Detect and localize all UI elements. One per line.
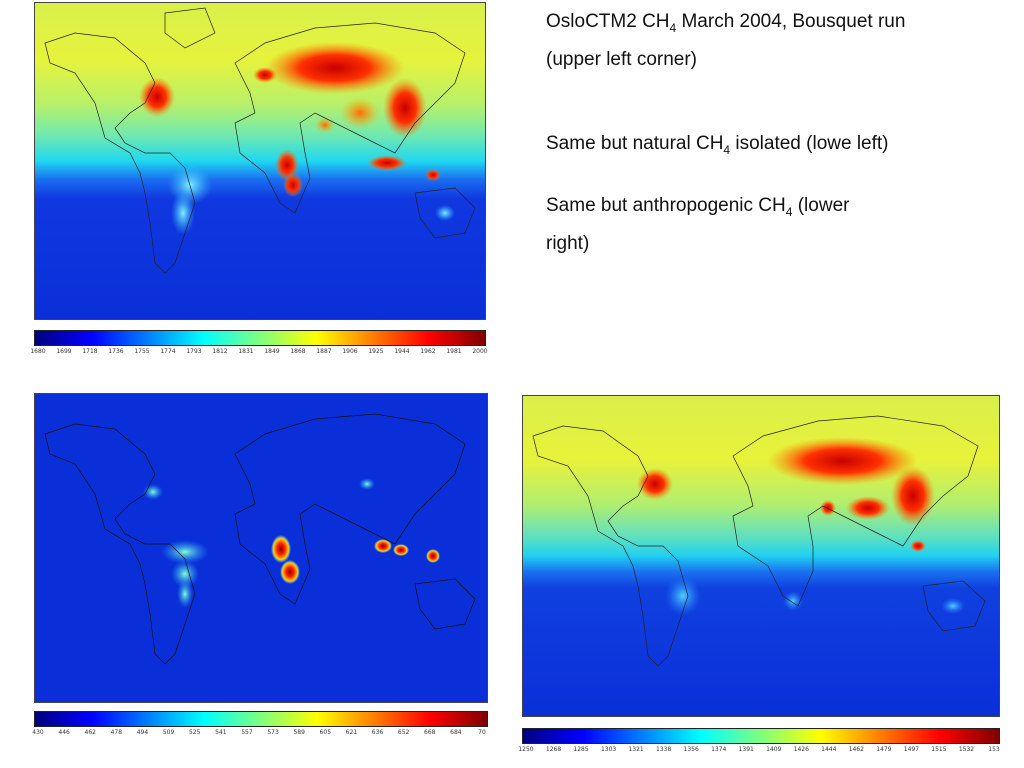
colorbar-tick-label: 557 [241,729,253,736]
colorbar-tick-label: 1285 [573,746,589,753]
map-anthropogenic-ch4 [522,395,1000,717]
colorbar-tick-label: 684 [450,729,462,736]
caption-block: OsloCTM2 CH4 March 2004, Bousquet run (u… [546,6,905,75]
colorbar-tick-label: 1321 [628,746,644,753]
colorbar-tick-label: 1391 [738,746,754,753]
colorbar-tick-label: 1736 [108,348,124,355]
colorbar-tick-label: 525 [188,729,201,736]
caption-anthropogenic: Same but anthropogenic CH4 (lower right) [546,190,849,259]
colorbar-tick-label: 573 [267,729,279,736]
colorbar-tick-label: 1479 [876,746,892,753]
colorbar-tick-label: 1868 [290,348,306,355]
caption-natural: Same but natural CH4 isolated (lowe left… [546,128,889,166]
colorbar-total-ticks: 1680 1699 1718 1736 1755 1774 1793 1812 1831 1849… [30,348,488,358]
colorbar-tick-label: 1462 [848,746,864,753]
colorbar-tick-label: 1831 [238,348,254,355]
colorbar-tick-label: 1962 [420,348,436,355]
colorbar-tick-label: 478 [110,729,123,736]
colorbar-tick-label: 1268 [545,746,562,753]
colorbar-tick-label: 494 [136,729,149,736]
colorbar-tick-label: 1699 [56,348,72,355]
colorbar-tick-label: 1374 [711,746,727,753]
colorbar-tick-label: 1515 [931,746,947,753]
colorbar-tick-label: 1497 [903,746,920,753]
colorbar-tick-label: 1925 [368,348,384,355]
colorbar-tick-label: 1680 [30,348,46,355]
colorbar-tick-label: 1849 [264,348,280,355]
colorbar-tick-label: 636 [371,729,384,736]
colorbar-tick-label: 446 [58,729,70,736]
colorbar-total [34,330,486,346]
colorbar-anthropogenic-ticks: 1250 1268 1285 1303 1321 1338 1356 1374 1391 1409… [518,746,1000,756]
colorbar-tick-label: 621 [345,729,358,736]
colorbar-tick-label: 1774 [160,348,176,355]
colorbar-tick-label: 1812 [212,348,228,355]
caption-line-2: (upper left corner) [546,48,698,70]
caption-line-3: Same but natural CH4 isolated (lowe left… [546,133,889,157]
colorbar-tick-label: 1981 [446,348,462,355]
colorbar-tick-label: 462 [84,729,96,736]
colorbar-tick-label: 605 [319,729,332,736]
map-total-ch4 [34,2,486,320]
colorbar-tick-label: 153 [988,746,1000,753]
map-natural-ch4 [34,393,488,703]
colorbar-tick-label: 1338 [656,746,672,753]
colorbar-tick-label: 589 [293,729,305,736]
colorbar-tick-label: 2000 [472,348,488,355]
colorbar-natural [34,711,488,727]
caption-line-1: OsloCTM2 CH4 March 2004, Bousquet run [546,11,906,35]
colorbar-tick-label: 1793 [186,348,202,355]
colorbar-tick-label: 1303 [600,746,617,753]
colorbar-tick-label: 70 [478,729,486,736]
caption-line-4: Same but anthropogenic CH4 (lower [546,195,850,219]
colorbar-tick-label: 1944 [394,348,410,355]
colorbar-tick-label: 1755 [134,348,150,355]
colorbar-tick-label: 1444 [821,746,837,753]
colorbar-tick-label: 668 [424,729,436,736]
colorbar-tick-label: 1426 [793,746,809,753]
colorbar-tick-label: 652 [397,729,410,736]
colorbar-tick-label: 1409 [766,746,782,753]
colorbar-tick-label: 1906 [342,348,358,355]
colorbar-tick-label: 1250 [518,746,534,753]
colorbar-natural-ticks: 430 446 462 478 494 509 525 541 557 573 589 605 621 6… [32,729,486,739]
colorbar-tick-label: 1532 [958,746,975,753]
colorbar-tick-label: 509 [162,729,175,736]
colorbar-tick-label: 541 [215,729,227,736]
colorbar-tick-label: 1356 [683,746,699,753]
caption-line-5: right) [546,232,590,254]
colorbar-anthropogenic [522,728,1000,744]
colorbar-tick-label: 1887 [316,348,332,355]
colorbar-tick-label: 430 [32,729,44,736]
colorbar-tick-label: 1718 [82,348,98,355]
